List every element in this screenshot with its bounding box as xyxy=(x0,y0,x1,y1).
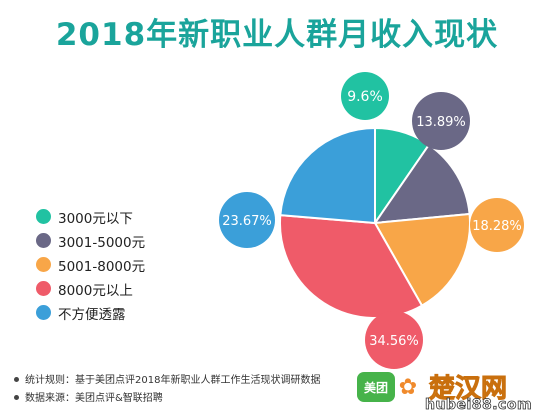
legend-item: 8000元以上 xyxy=(36,277,145,300)
legend-label: 5001-8000元 xyxy=(58,258,146,275)
value-bubble xyxy=(341,72,389,120)
watermark-title: 楚汉网 xyxy=(428,374,508,405)
value-bubble xyxy=(412,92,470,150)
legend-item: 3000元以下 xyxy=(36,205,145,228)
legend-swatch xyxy=(36,305,51,320)
legend-item: 3001-5000元 xyxy=(36,229,145,252)
footnote-rule: 统计规则：基于美团点评2018年新职业人群工作生活现状调研数据 xyxy=(14,372,320,390)
legend-swatch xyxy=(36,281,51,296)
legend-label: 3001-5000元 xyxy=(58,234,146,251)
value-bubble xyxy=(219,192,275,248)
data-label: 23.67% xyxy=(222,214,272,229)
footnote-source: 数据来源：美团点评&智联招聘 xyxy=(14,390,320,408)
data-label: 34.56% xyxy=(369,334,419,349)
legend-item: 不方便透露 xyxy=(36,301,145,324)
bullet-icon xyxy=(14,395,19,400)
value-bubble xyxy=(470,198,524,252)
data-label: 13.89% xyxy=(416,115,466,130)
data-label: 18.28% xyxy=(472,219,522,234)
logo-area: 美团 ✿ 楚汉网 hubei88.com xyxy=(357,372,549,414)
legend-swatch xyxy=(36,257,51,272)
chart-title: 2018年新职业人群月收入现状 xyxy=(55,17,499,53)
legend-swatch xyxy=(36,233,51,248)
legend-swatch xyxy=(36,209,51,224)
bullet-icon xyxy=(14,377,19,382)
meituan-logo: 美团 xyxy=(357,372,395,402)
watermark-url: hubei88.com xyxy=(425,397,533,414)
legend-label: 不方便透露 xyxy=(58,306,126,323)
legend-label: 3000元以下 xyxy=(58,210,133,227)
legend-label: 8000元以上 xyxy=(58,282,133,299)
footnote-source-text: 数据来源：美团点评&智联招聘 xyxy=(25,393,163,404)
legend-item: 5001-8000元 xyxy=(36,253,145,276)
pie-slice xyxy=(374,213,471,307)
chart-legend: 3000元以下 3001-5000元 5001-8000元 8000元以上 不方… xyxy=(36,205,145,325)
footnotes: 统计规则：基于美团点评2018年新职业人群工作生活现状调研数据 数据来源：美团点… xyxy=(14,372,320,408)
value-bubble xyxy=(365,311,423,369)
dianping-logo-icon: ✿ xyxy=(398,375,418,400)
pie-slice xyxy=(279,127,376,224)
footnote-rule-text: 统计规则：基于美团点评2018年新职业人群工作生活现状调研数据 xyxy=(25,375,321,386)
data-label: 9.6% xyxy=(347,89,383,105)
